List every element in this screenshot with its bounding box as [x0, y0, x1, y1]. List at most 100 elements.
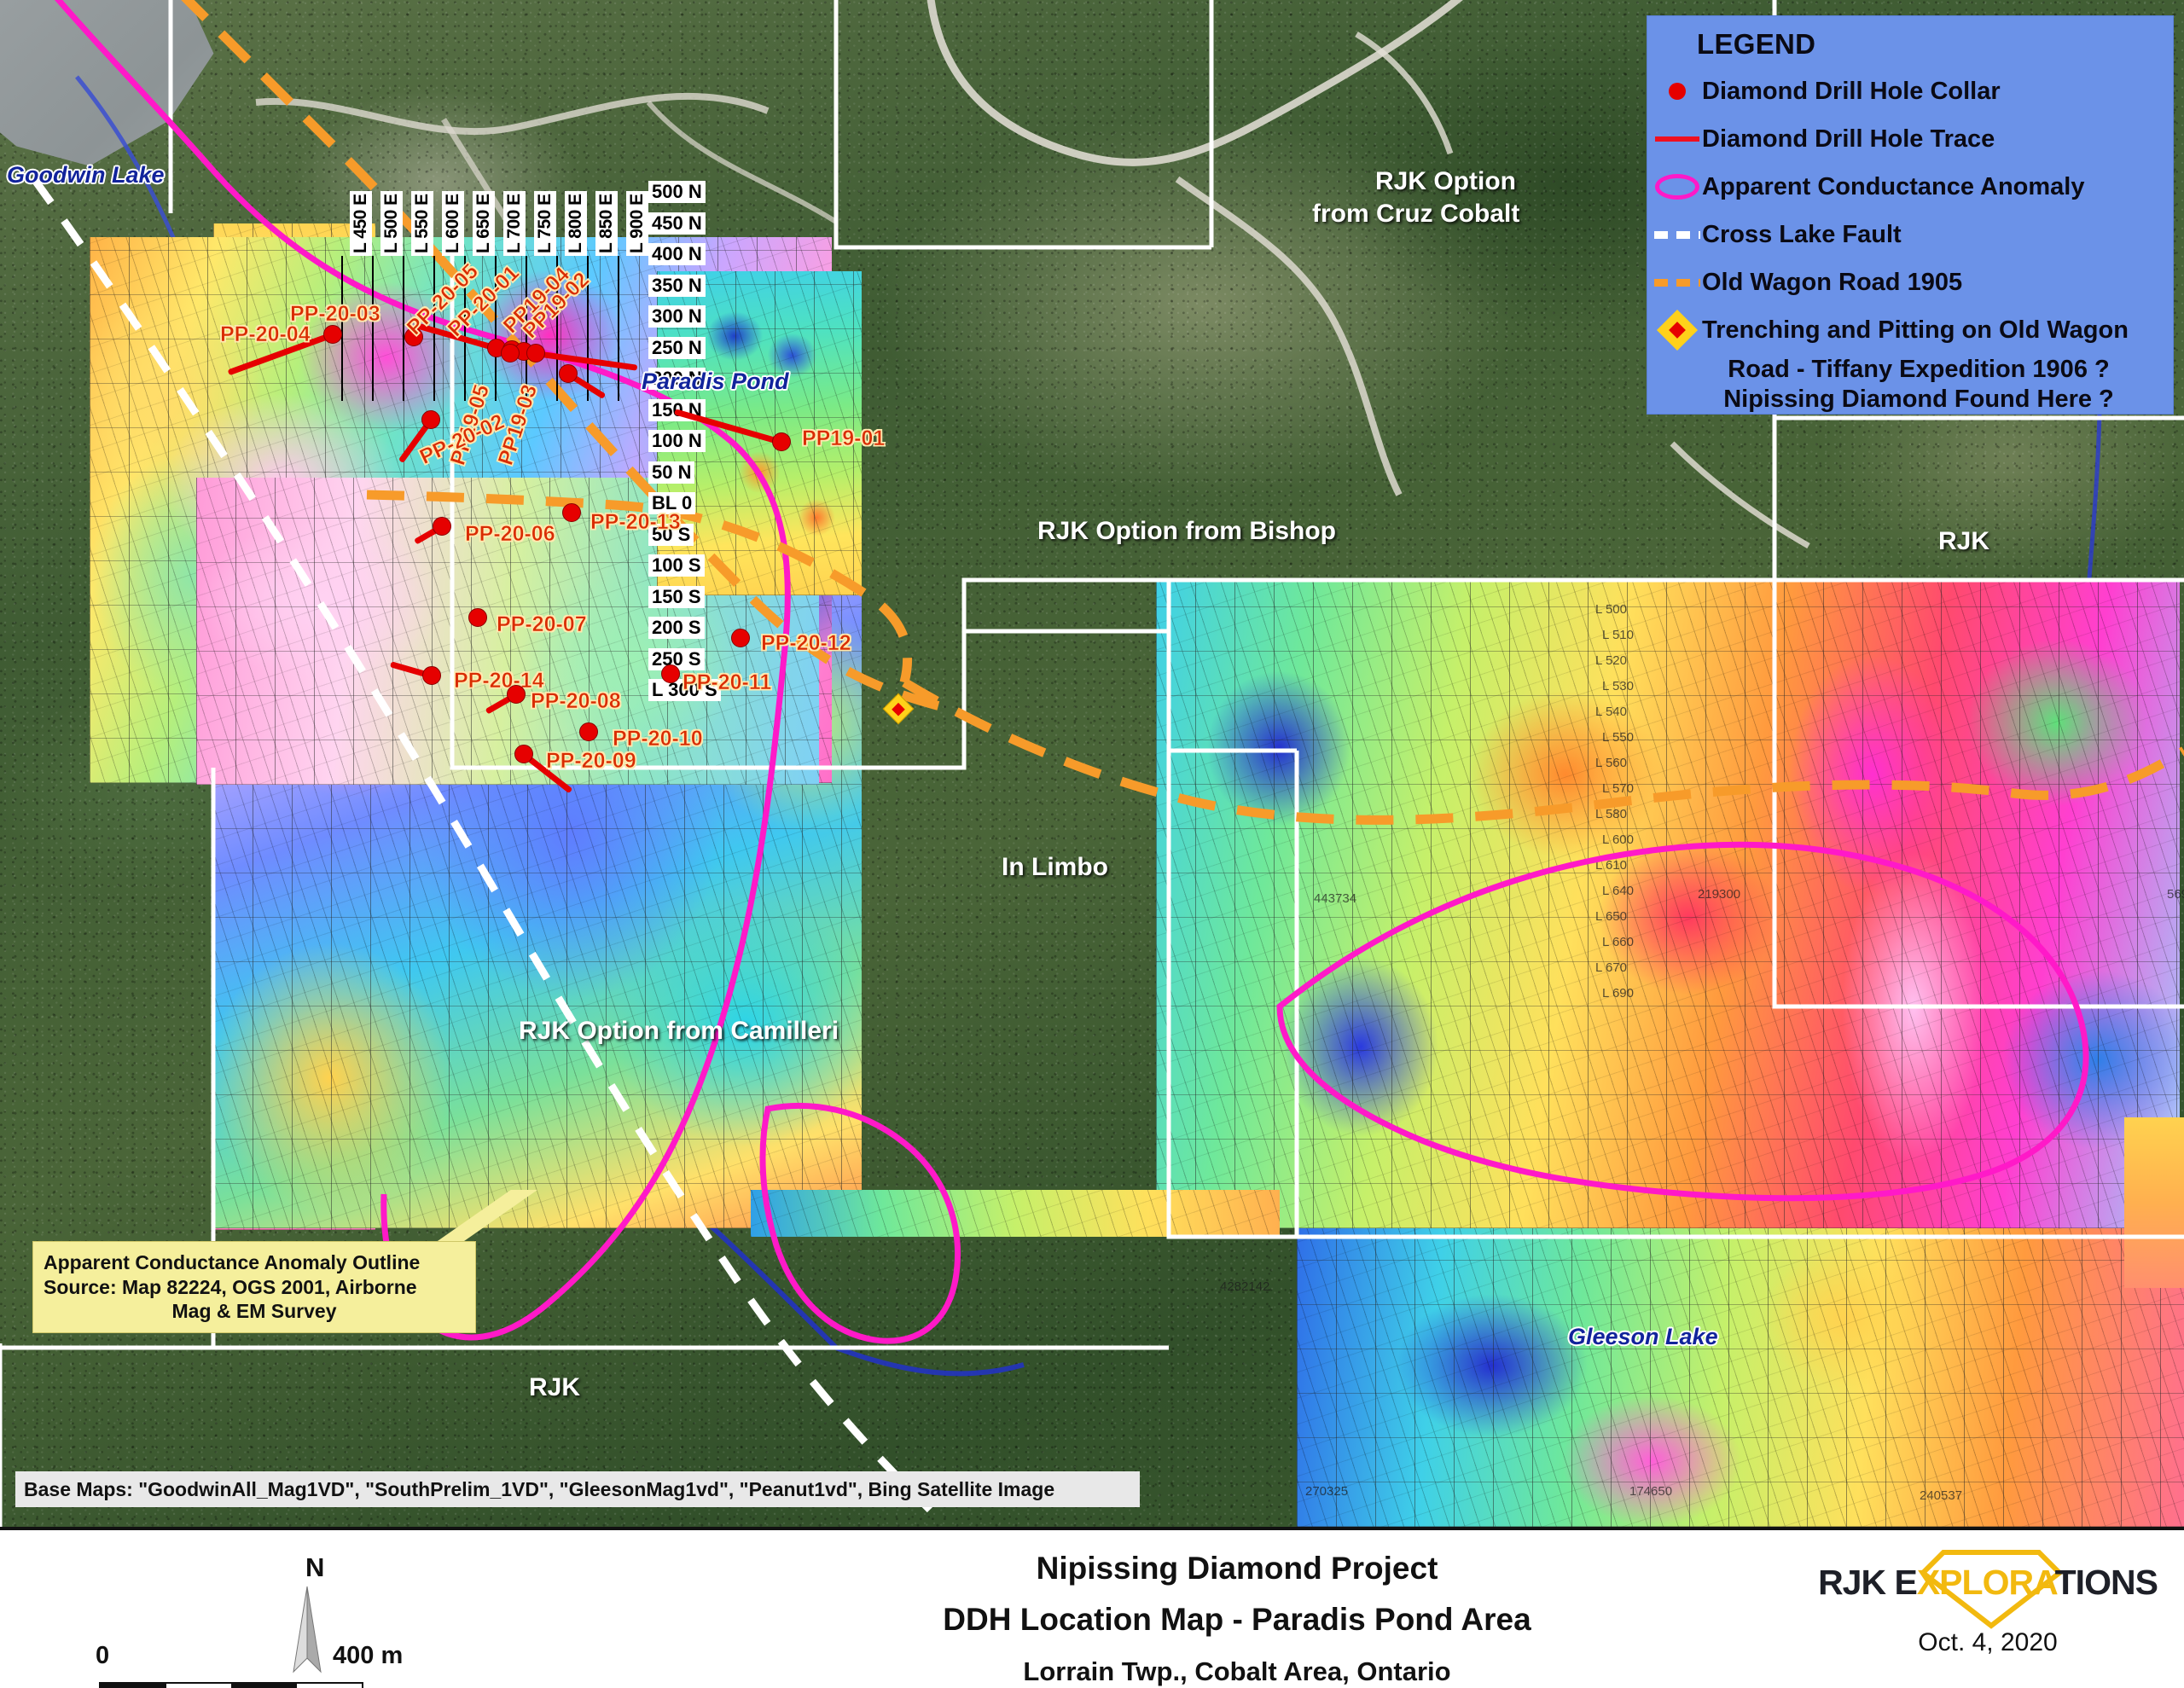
drill-hole-collar[interactable]	[422, 666, 441, 685]
drill-hole-collar[interactable]	[579, 722, 598, 741]
legend-item-trace: Diamond Drill Hole Trace	[1647, 115, 2173, 163]
survey-line-label: L 700 E	[503, 191, 526, 256]
legend-item-trenching: Trenching and Pitting on Old Wagon	[1647, 306, 2173, 354]
logo-text-2: TIONS	[2054, 1563, 2158, 1602]
survey-line-label: L 850 E	[595, 191, 618, 256]
legend-item-fault: Cross Lake Fault	[1647, 211, 2173, 258]
drill-hole-label: PP-20-07	[497, 612, 587, 637]
survey-line-label: L 600 E	[442, 191, 464, 256]
east-grid-number: 240537	[1920, 1488, 1963, 1503]
survey-line-label: L 450 E	[350, 191, 372, 256]
logo-text-highlight: XPLORA	[1916, 1563, 2056, 1602]
grid-coordinate-label: 100 S	[648, 554, 705, 577]
survey-line	[556, 256, 558, 401]
scale-bar	[99, 1682, 363, 1688]
map-date: Oct. 4, 2020	[1918, 1628, 2058, 1656]
legend-label-anomaly: Apparent Conductance Anomaly	[1702, 172, 2085, 200]
drill-hole-collar[interactable]	[562, 503, 581, 522]
rjk-option-camilleri-label: RJK Option from Camilleri	[519, 1017, 839, 1045]
diamond-outline-icon	[1920, 1550, 2064, 1629]
grid-coordinate-label: 250 N	[648, 336, 706, 359]
grid-coordinate-label: L 300 S	[648, 679, 721, 701]
orange-dashed-line-icon	[1653, 278, 1702, 287]
survey-line-label: L 800 E	[565, 191, 587, 256]
drill-hole-collar[interactable]	[421, 410, 440, 429]
drill-hole-collar[interactable]	[772, 432, 791, 451]
legend-panel: LEGEND Diamond Drill Hole Collar Diamond…	[1647, 15, 2174, 415]
drill-hole-label: PP-20-06	[465, 522, 555, 547]
drill-hole-collar[interactable]	[433, 517, 451, 536]
source-line-2: Source: Map 82224, OGS 2001, Airborne	[44, 1275, 417, 1298]
rjk-east-label: RJK	[1938, 527, 1990, 555]
drill-hole-label: PP-20-08	[531, 689, 621, 714]
east-grid-line-label: L 610	[1595, 858, 1627, 873]
gleeson-lake-label: Gleeson Lake	[1568, 1324, 1718, 1349]
in-limbo-label: In Limbo	[1002, 853, 1108, 881]
drill-hole-label: PP-20-10	[613, 727, 703, 751]
legend-label-trenching: Trenching and Pitting on Old Wagon	[1702, 316, 2129, 344]
yellow-diamond-icon	[1653, 309, 1702, 351]
east-grid-line-label: L 580	[1595, 807, 1627, 821]
grid-coordinate-label: 350 N	[648, 274, 706, 297]
east-grid-number: 174650	[1629, 1484, 1673, 1499]
east-grid-line-label: L 510	[1602, 628, 1634, 642]
survey-line-label: L 900 E	[626, 191, 648, 256]
drill-hole-label: PP-20-13	[590, 510, 681, 535]
legend-label-trace: Diamond Drill Hole Trace	[1702, 125, 1995, 153]
drill-hole-collar[interactable]	[559, 364, 578, 383]
survey-line-label: L 650 E	[473, 191, 495, 256]
east-grid-line-label: L 640	[1602, 884, 1634, 898]
east-grid-number: 443734	[1314, 891, 1357, 906]
east-grid-line-label: L 670	[1595, 960, 1627, 975]
drill-hole-collar[interactable]	[501, 344, 520, 363]
east-grid-line-label: L 570	[1602, 781, 1634, 796]
rjk-option-cruz-label: RJK Option	[1375, 167, 1516, 195]
title-block: Nipissing Diamond Project DDH Location M…	[751, 1551, 1723, 1687]
legend-item-anomaly: Apparent Conductance Anomaly	[1647, 163, 2173, 211]
page-location: Lorrain Twp., Cobalt Area, Ontario	[1023, 1656, 1451, 1686]
basemaps-note: Base Maps: "GoodwinAll_Mag1VD", "SouthPr…	[15, 1471, 1140, 1507]
source-note-box: Apparent Conductance Anomaly Outline Sou…	[32, 1241, 476, 1333]
legend-item-wagon-road: Old Wagon Road 1905	[1647, 258, 2173, 306]
east-grid-line-label: L 500	[1595, 602, 1627, 617]
legend-subline-1: Road - Tiffany Expedition 1906 ?	[1728, 356, 2110, 383]
drill-hole-collar[interactable]	[323, 325, 342, 344]
logo-wordmark: RJK EXPLORATIONS	[1817, 1563, 2158, 1603]
east-grid-number: 569259	[2167, 887, 2184, 902]
east-grid-number: 270325	[1305, 1484, 1349, 1499]
north-letter: N	[305, 1552, 325, 1582]
survey-line	[618, 256, 619, 401]
east-grid-line-label: L 660	[1602, 935, 1634, 949]
drill-hole-collar[interactable]	[404, 328, 423, 346]
rjk-option-bishop-label: RJK Option from Bishop	[1037, 517, 1336, 545]
survey-line	[587, 256, 589, 401]
survey-line-label: L 750 E	[534, 191, 556, 256]
survey-line	[341, 256, 343, 401]
grid-coordinate-label: 300 N	[648, 305, 706, 328]
drill-hole-collar[interactable]	[661, 664, 680, 683]
drill-hole-collar[interactable]	[507, 685, 526, 704]
legend-item-collar: Diamond Drill Hole Collar	[1647, 67, 2173, 115]
legend-label-collar: Diamond Drill Hole Collar	[1702, 77, 2001, 105]
paradis-pond-label: Paradis Pond	[642, 368, 789, 394]
mag-panel-peanut	[751, 1190, 1280, 1237]
drill-hole-label: PP-20-03	[290, 302, 380, 327]
page-title: Nipissing Diamond Project	[1036, 1551, 1438, 1586]
east-grid-line-label: L 550	[1602, 730, 1634, 745]
survey-line-label: L 500 E	[380, 191, 403, 256]
source-line-1: Apparent Conductance Anomaly Outline	[44, 1251, 421, 1273]
source-line-3: Mag & EM Survey	[171, 1300, 337, 1323]
map-footer: N 0 400 m Nipissing Diamond Project DDH …	[0, 1527, 2184, 1688]
drill-hole-label: PP19-01	[802, 426, 886, 451]
company-logo: RJK EXPLORATIONS Oct. 4, 2020	[1817, 1550, 2158, 1657]
grid-coordinate-label: 200 N	[648, 368, 706, 390]
mag-panel-bishop-east	[1156, 580, 2180, 1228]
grid-coordinate-label: 500 N	[648, 181, 706, 203]
drill-hole-collar[interactable]	[731, 629, 750, 647]
east-grid-line-label: L 520	[1595, 653, 1627, 668]
drill-hole-collar[interactable]	[514, 745, 533, 763]
drill-hole-collar[interactable]	[526, 344, 545, 363]
north-arrow-icon	[293, 1586, 322, 1673]
drill-hole-collar[interactable]	[468, 608, 487, 627]
